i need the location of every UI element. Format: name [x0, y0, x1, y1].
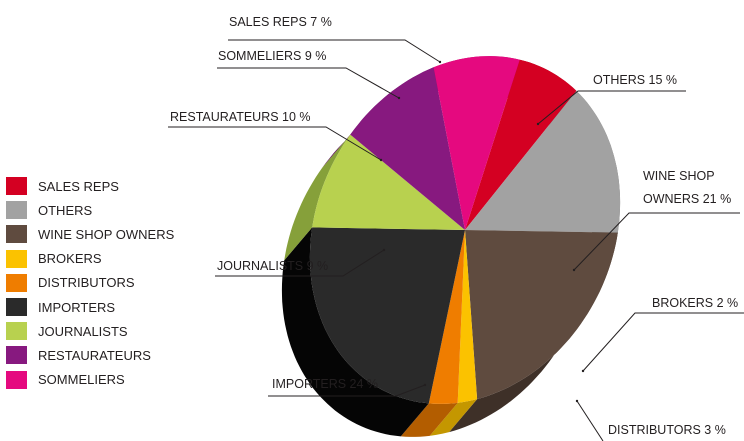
legend-label: DISTRIBUTORS — [38, 275, 135, 291]
pie-side-wall — [429, 399, 478, 436]
leader-line — [573, 212, 740, 271]
data-label: RESTAURATEURS 10 % — [170, 110, 311, 124]
leader-line — [537, 90, 686, 125]
leader-dot — [397, 96, 401, 100]
legend-swatch — [6, 322, 27, 341]
legend-label: BROKERS — [38, 251, 102, 267]
legend-item: JOURNALISTS — [6, 319, 174, 343]
pie-slice — [309, 227, 465, 404]
legend-swatch — [6, 298, 27, 317]
leader-line — [576, 400, 604, 441]
legend-item: BROKERS — [6, 247, 174, 271]
data-label: IMPORTERS 24 % — [272, 377, 378, 391]
legend-item: DISTRIBUTORS — [6, 271, 174, 295]
leader-line — [215, 249, 385, 277]
pie-side-wall — [281, 227, 429, 437]
pie-callouts: SALES REPS 7 % OTHERS 15 % WINE SHOP OWNERS… — [168, 15, 744, 441]
leader-line — [168, 126, 382, 161]
leader-dot — [572, 268, 576, 272]
legend-item: IMPORTERS — [6, 295, 174, 319]
leader-line — [217, 67, 400, 99]
leader-line — [268, 384, 426, 397]
leader-dot — [581, 369, 585, 373]
legend-label: SALES REPS — [38, 178, 119, 194]
data-label: OWNERS 21 % — [643, 192, 731, 206]
pie-slice — [428, 230, 465, 404]
data-label: DISTRIBUTORS 3 % — [608, 423, 726, 437]
legend-item: RESTAURATEURS — [6, 343, 174, 367]
data-label: OTHERS 15 % — [593, 73, 677, 87]
legend-item: SOMMELIERS — [6, 368, 174, 392]
legend-label: SOMMELIERS — [38, 372, 125, 388]
pie-top-faces — [309, 56, 621, 404]
legend-label: JOURNALISTS — [38, 323, 128, 339]
data-label: JOURNALISTS 9 % — [217, 259, 328, 273]
legend-swatch — [6, 370, 27, 389]
data-label: SOMMELIERS 9 % — [218, 49, 326, 63]
legend-swatch — [6, 177, 27, 196]
pie-slice — [433, 56, 520, 230]
legend-label: OTHERS — [38, 202, 93, 218]
pie-slice — [465, 90, 621, 233]
pie-slice — [350, 67, 465, 230]
data-label: WINE SHOP — [643, 169, 715, 183]
leader-line — [582, 312, 744, 372]
pie-side-wall — [284, 134, 351, 261]
legend-label: IMPORTERS — [38, 299, 116, 315]
legend-swatch — [6, 225, 27, 244]
leader-dot — [382, 248, 386, 252]
leader-dot — [575, 399, 579, 403]
leader-dot — [438, 60, 442, 64]
legend-label: RESTAURATEURS — [38, 347, 151, 363]
data-label: BROKERS 2 % — [652, 296, 738, 310]
leader-dot — [536, 122, 540, 126]
leader-dot — [379, 158, 383, 162]
pie-slice — [312, 134, 465, 230]
legend-swatch — [6, 346, 27, 365]
pie-side-wall — [400, 402, 458, 437]
pie-slice — [457, 230, 478, 403]
leader-dot — [423, 383, 427, 387]
data-label: SALES REPS 7 % — [229, 15, 332, 29]
legend-swatch — [6, 201, 27, 220]
leader-line — [228, 39, 441, 63]
pie-slice — [465, 230, 618, 400]
legend-item: OTHERS — [6, 198, 174, 222]
legend-label: WINE SHOP OWNERS — [38, 226, 175, 242]
legend-swatch — [6, 249, 27, 268]
legend-swatch — [6, 273, 27, 292]
legend-item: SALES REPS — [6, 174, 174, 198]
legend-item: WINE SHOP OWNERS — [6, 222, 174, 246]
pie-slice — [465, 59, 577, 231]
legend: SALES REPS OTHERS WINE SHOP OWNERS BROKE… — [6, 174, 174, 392]
